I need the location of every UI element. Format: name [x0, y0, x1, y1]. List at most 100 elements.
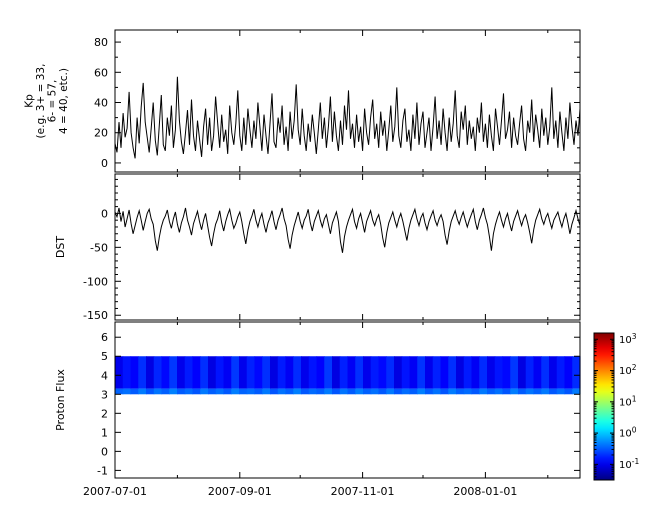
x-tick-label: 2007-07-01 — [83, 485, 147, 498]
x-tick-label: 2007-09-01 — [208, 485, 272, 498]
heatmap-cell — [153, 356, 163, 389]
colorbar-tick-label: 102 — [619, 363, 637, 377]
y-tick-label: 5 — [101, 350, 108, 363]
colorbar-tick-label: 103 — [619, 332, 637, 346]
colorbar-tick-label: 10-1 — [619, 457, 639, 471]
heatmap-cell — [316, 356, 325, 389]
y-tick-label: 40 — [94, 97, 108, 110]
heatmap-cell — [293, 388, 302, 395]
heatmap-cell — [184, 388, 194, 395]
heatmap-cell — [432, 356, 442, 389]
heatmap-cell — [533, 388, 542, 395]
heatmap-cell — [301, 356, 310, 389]
x-tick-label: 2007-11-01 — [331, 485, 395, 498]
proton-flux-axis-label-text: Proton Flux — [54, 369, 67, 431]
heatmap-cell — [293, 356, 302, 389]
heatmap-cell — [394, 356, 403, 389]
heatmap-cell — [572, 356, 581, 389]
heatmap-cell — [510, 356, 519, 389]
heatmap-cell — [308, 356, 318, 389]
heatmap-cell — [541, 388, 550, 395]
heatmap-cell — [417, 356, 426, 389]
proton-flux-panel: 6 5 4 3 2 1 0 -1 — [97, 321, 581, 479]
heatmap-cell — [223, 388, 232, 395]
heatmap-cell — [308, 388, 318, 395]
panel-border — [114, 321, 581, 479]
heatmap-cell — [285, 388, 294, 395]
heatmap-cell — [254, 356, 263, 389]
heatmap-cell — [456, 356, 465, 389]
heatmap-cell — [122, 388, 132, 395]
heatmap-cell — [549, 388, 558, 395]
heatmap-cell — [417, 388, 426, 395]
kp-panel: 0 20 40 60 80 — [94, 29, 581, 173]
heatmap-cell — [324, 388, 333, 395]
heatmap-cell — [463, 388, 473, 395]
heatmap-cell — [332, 388, 341, 395]
heatmap-cell — [146, 356, 155, 389]
heatmap-cell — [487, 356, 496, 389]
proton-flux-band — [115, 356, 581, 395]
heatmap-cell — [471, 356, 480, 389]
heatmap-cell — [115, 356, 124, 389]
heatmap-cell — [541, 356, 550, 389]
heatmap-cell — [138, 356, 147, 389]
heatmap-cell — [363, 356, 372, 389]
colorbar-tick-label: 101 — [619, 394, 637, 408]
heatmap-cell — [355, 388, 364, 395]
y-tick-label: -50 — [90, 241, 108, 254]
heatmap-cell — [471, 388, 480, 395]
colorbar-tick-label: 100 — [619, 426, 637, 440]
heatmap-cell — [339, 356, 349, 389]
heatmap-cell — [370, 356, 380, 389]
y-tick-label: 60 — [94, 66, 108, 79]
heatmap-cell — [200, 356, 209, 389]
heatmap-cell — [339, 388, 349, 395]
y-tick-label: 6 — [101, 331, 108, 344]
heatmap-cell — [448, 388, 457, 395]
heatmap-cell — [177, 356, 186, 389]
heatmap-cell — [130, 388, 139, 395]
heatmap-cell — [479, 356, 488, 389]
heatmap-cell — [231, 356, 240, 389]
heatmap-cell — [533, 356, 542, 389]
heatmap-cell — [409, 356, 418, 389]
y-tick-label: -100 — [83, 275, 108, 288]
heatmap-cell — [254, 388, 263, 395]
kp-axis-label-line: 6- = 57, — [46, 80, 58, 123]
heatmap-cell — [378, 388, 387, 395]
heatmap-cell — [115, 388, 124, 395]
dst-series-line — [114, 207, 581, 253]
heatmap-cell — [285, 356, 294, 389]
y-tick-label: 3 — [101, 388, 108, 401]
heatmap-cell — [448, 356, 457, 389]
y-tick-label: 0 — [101, 157, 108, 170]
heatmap-cell — [270, 388, 279, 395]
heatmap-cell — [525, 388, 535, 395]
heatmap-cell — [494, 388, 504, 395]
y-tick-label: 20 — [94, 127, 108, 140]
kp-axis-label: Kp (e.g. 3+ = 33, 6- = 57, 4 = 40, etc.) — [23, 64, 70, 139]
heatmap-cell — [549, 356, 558, 389]
dst-axis-label-text: DST — [54, 236, 67, 258]
y-tick-label: 4 — [101, 369, 108, 382]
heatmap-cell — [231, 388, 240, 395]
heatmap-cell — [208, 388, 217, 395]
kp-axis-label-line: (e.g. 3+ = 33, — [35, 64, 47, 139]
heatmap-cell — [440, 388, 449, 395]
heatmap-cell — [153, 388, 163, 395]
heatmap-cell — [161, 356, 170, 389]
heatmap-cell — [518, 388, 527, 395]
heatmap-cell — [262, 356, 271, 389]
heatmap-cell — [192, 388, 201, 395]
heatmap-cell — [502, 356, 511, 389]
heatmap-cell — [394, 388, 403, 395]
dst-panel: 0 -50 -100 -150 — [83, 173, 581, 322]
heatmap-cell — [177, 388, 186, 395]
heatmap-cell — [432, 388, 442, 395]
heatmap-cell — [277, 388, 287, 395]
heatmap-cell — [215, 356, 225, 389]
heatmap-cell — [161, 388, 170, 395]
